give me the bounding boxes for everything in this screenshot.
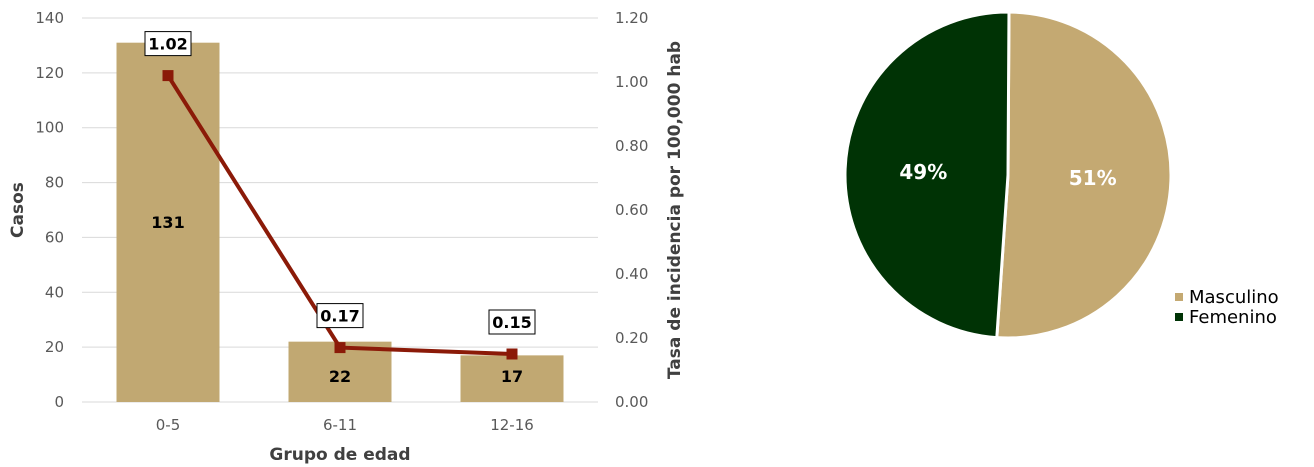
legend-label: Masculino [1189, 287, 1279, 308]
y-axis-title: Casos [8, 182, 28, 238]
pie-slice [843, 10, 1011, 340]
y-tick-label: 0 [54, 393, 64, 411]
y2-tick-label: 1.00 [615, 73, 648, 91]
pie-slice-label: 51% [1069, 166, 1117, 190]
rate-label-box [144, 31, 192, 57]
bar [460, 355, 564, 402]
y-tick-label: 120 [35, 64, 64, 82]
legend-swatch [1175, 313, 1183, 321]
pie-slice-label: 49% [899, 160, 947, 184]
category-ticks: 0-5 6-11 12-16 [156, 416, 534, 434]
rate-label-box [316, 303, 364, 329]
y2-tick-label: 1.20 [615, 9, 648, 27]
y-tick-label: 140 [35, 9, 64, 27]
legend-label: Femenino [1189, 307, 1277, 328]
bar-value-label: 131 [151, 213, 184, 232]
x-tick-label: 12-16 [490, 416, 534, 434]
y-tick-label: 40 [45, 283, 64, 301]
bar [116, 42, 220, 402]
y2-tick-label: 0.40 [615, 265, 648, 283]
y-tick-label: 60 [45, 228, 64, 246]
rate-value-label: 0.15 [492, 313, 531, 332]
rate-value-label: 0.17 [320, 307, 359, 326]
right-axis-ticks: 0.00 0.20 0.40 0.60 0.80 1.00 1.20 [615, 9, 648, 411]
rate-point [506, 348, 518, 360]
rate-label-box [488, 309, 536, 335]
y2-tick-label: 0.60 [615, 201, 648, 219]
y2-axis-title: Tasa de incidencia por 100,000 hab [665, 41, 685, 379]
rate-point [334, 342, 346, 354]
bar-value-label: 17 [501, 367, 523, 386]
left-axis-ticks: 0 20 40 60 80 100 120 140 [35, 9, 64, 411]
y-tick-label: 80 [45, 174, 64, 192]
pie-chart: 51% 49% [843, 10, 1173, 340]
rate-value-label: 1.02 [148, 35, 187, 54]
legend-swatch [1175, 293, 1183, 301]
combo-chart: 0 20 40 60 80 100 120 140 0.00 0.20 0.40 0.60 0.80 1… [8, 9, 685, 465]
y2-tick-label: 0.00 [615, 393, 648, 411]
rate-point [162, 70, 174, 82]
y-tick-label: 100 [35, 119, 64, 137]
rate-line: 1.02 0.17 0.15 [144, 31, 536, 360]
x-tick-label: 6-11 [323, 416, 357, 434]
bar-value-label: 22 [329, 367, 351, 386]
y-tick-label: 20 [45, 338, 64, 356]
x-axis-title: Grupo de edad [269, 445, 410, 465]
pie-slice [995, 10, 1173, 340]
x-tick-label: 0-5 [156, 416, 181, 434]
y2-tick-label: 0.20 [615, 329, 648, 347]
y2-tick-label: 0.80 [615, 137, 648, 155]
